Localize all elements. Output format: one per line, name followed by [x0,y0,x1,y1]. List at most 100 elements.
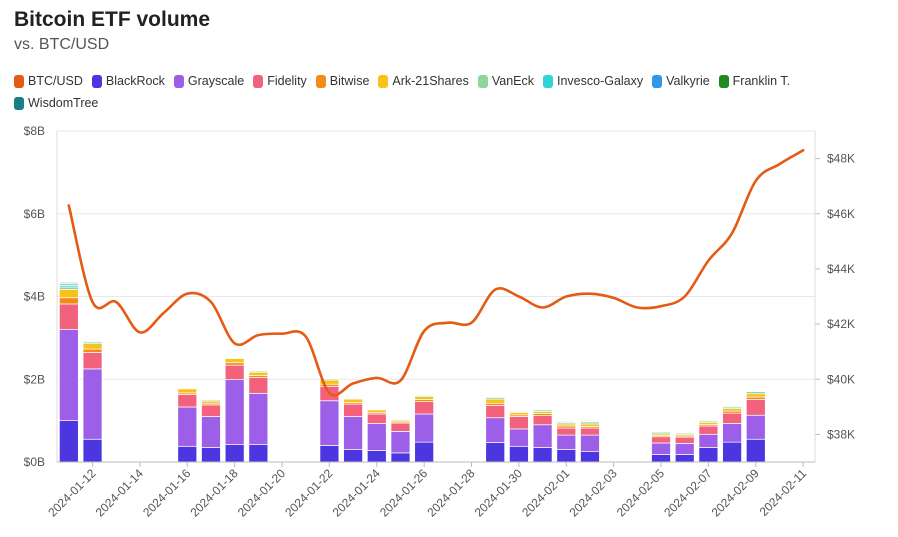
bar-segment[interactable] [201,416,221,448]
bar-segment[interactable] [82,352,103,370]
bar-segment[interactable] [366,450,387,463]
bar-segment[interactable] [343,403,363,417]
bar-segment[interactable] [745,393,766,398]
bar-segment[interactable] [674,431,695,433]
bar-segment[interactable] [224,362,245,366]
bar-segment[interactable] [580,423,600,427]
bar-segment[interactable] [177,406,198,447]
bar-segment[interactable] [177,445,198,463]
bar-segment[interactable] [509,409,529,411]
bar-segment[interactable] [509,412,529,416]
bar-segment[interactable] [698,433,719,448]
bar-segment[interactable] [414,401,434,415]
bar-segment[interactable] [319,400,340,446]
bar-segment[interactable] [414,441,434,463]
bar-segment[interactable] [248,368,269,371]
bar-segment[interactable] [745,396,766,400]
legend-item[interactable]: Ark-21Shares [378,72,469,90]
bar-segment[interactable] [224,364,245,381]
bar-segment[interactable] [59,282,79,284]
bar-segment[interactable] [414,396,434,400]
legend-item[interactable]: Invesco-Galaxy [542,72,643,90]
bar-segment[interactable] [674,454,695,463]
bar-segment[interactable] [722,408,742,412]
bar-segment[interactable] [248,371,269,376]
bar-segment[interactable] [201,404,221,417]
bar-segment[interactable] [485,398,506,404]
bar-segment[interactable] [722,441,742,463]
bar-segment[interactable] [366,423,387,451]
bar-segment[interactable] [532,407,553,409]
bar-segment[interactable] [59,286,79,290]
bar-segment[interactable] [201,447,221,463]
bar-segment[interactable] [674,443,695,455]
legend-item[interactable]: Franklin T. [718,72,790,90]
bar-segment[interactable] [745,389,766,391]
bar-segment[interactable] [390,417,411,419]
bar-segment[interactable] [414,413,434,443]
bar-segment[interactable] [319,376,340,378]
bar-segment[interactable] [366,407,387,409]
bar-segment[interactable] [651,442,671,455]
bar-segment[interactable] [532,415,553,426]
bar-segment[interactable] [509,416,529,430]
bar-segment[interactable] [485,395,506,397]
bar-segment[interactable] [580,434,600,453]
bar-segment[interactable] [556,427,577,436]
bar-segment[interactable] [722,412,742,424]
bar-segment[interactable] [201,397,221,399]
bar-segment[interactable] [82,339,103,341]
legend-item[interactable]: BlackRock [91,72,165,90]
legend-item[interactable]: Fidelity [253,72,307,90]
bar-segment[interactable] [509,428,529,447]
bar-segment[interactable] [177,388,198,394]
bar-segment[interactable] [698,418,719,420]
bar-segment[interactable] [248,377,269,394]
legend-item[interactable]: Grayscale [173,72,244,90]
bar-segment[interactable] [485,417,506,443]
bar-segment[interactable] [390,422,411,432]
bar-segment[interactable] [343,398,363,403]
bar-segment[interactable] [580,451,600,463]
bar-segment[interactable] [722,423,742,443]
bar-segment[interactable] [532,447,553,463]
bar-segment[interactable] [59,303,79,330]
bar-segment[interactable] [745,399,766,416]
bar-segment[interactable] [366,409,387,413]
bar-segment[interactable] [556,419,577,422]
bar-segment[interactable] [580,419,600,421]
btc-usd-line[interactable] [67,149,805,397]
bar-segment[interactable] [414,392,434,395]
bar-segment[interactable] [698,425,719,435]
bar-segment[interactable] [509,445,529,463]
bar-segment[interactable] [343,416,363,450]
bar-segment[interactable] [485,404,506,419]
legend-item[interactable]: WisdomTree [14,94,98,112]
bar-segment[interactable] [177,394,198,408]
bar-segment[interactable] [651,436,671,444]
bar-segment[interactable] [224,444,245,463]
bar-segment[interactable] [651,429,671,432]
bar-segment[interactable] [59,420,79,463]
bar-segment[interactable] [343,396,363,398]
bar-segment[interactable] [319,445,340,463]
bar-segment[interactable] [556,434,577,450]
bar-segment[interactable] [82,368,103,440]
bar-segment[interactable] [366,413,387,424]
bar-segment[interactable] [390,452,411,463]
legend-item[interactable]: BTC/USD [14,72,83,90]
bar-segment[interactable] [485,442,506,463]
legend-item[interactable]: Bitwise [315,72,369,90]
bar-segment[interactable] [556,449,577,463]
bar-segment[interactable] [59,289,79,299]
bar-segment[interactable] [224,355,245,358]
bar-segment[interactable] [745,414,766,440]
bar-segment[interactable] [59,329,79,421]
bar-segment[interactable] [82,343,103,350]
bar-segment[interactable] [82,438,103,463]
bar-segment[interactable] [177,385,198,388]
bar-segment[interactable] [390,431,411,454]
bar-segment[interactable] [580,427,600,436]
bar-segment[interactable] [343,449,363,463]
bar-segment[interactable] [698,447,719,463]
